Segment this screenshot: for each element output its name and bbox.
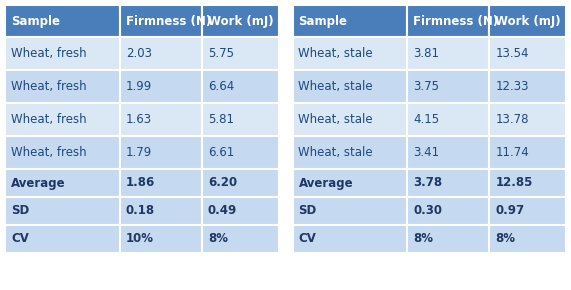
Bar [489,5,566,37]
Text: 13.54: 13.54 [496,47,529,60]
Text: Wheat, stale: Wheat, stale [299,146,373,159]
Bar [202,37,279,70]
Bar [292,225,407,253]
Text: Wheat, fresh: Wheat, fresh [11,146,87,159]
Bar [489,37,566,70]
Text: Average: Average [299,177,353,189]
Bar [202,197,279,225]
Text: Work (mJ): Work (mJ) [208,14,274,28]
Bar [120,169,202,197]
Text: Work (mJ): Work (mJ) [496,14,561,28]
Bar [202,225,279,253]
Text: Firmness (N): Firmness (N) [126,14,211,28]
Text: SD: SD [299,204,317,218]
Bar [292,103,407,136]
Bar [407,37,489,70]
Bar [407,5,489,37]
Text: Wheat, fresh: Wheat, fresh [11,80,87,93]
Text: 3.41: 3.41 [413,146,440,159]
Bar [120,37,202,70]
Text: Sample: Sample [299,14,348,28]
Text: 6.20: 6.20 [208,177,237,189]
Text: CV: CV [299,233,316,246]
Bar [489,103,566,136]
Text: 3.81: 3.81 [413,47,439,60]
Bar [202,169,279,197]
Bar [489,169,566,197]
Bar [202,5,279,37]
Bar [5,197,120,225]
Bar [292,136,407,169]
Text: 1.63: 1.63 [126,113,152,126]
Text: 2.03: 2.03 [126,47,152,60]
Text: 3.78: 3.78 [413,177,443,189]
Bar [407,136,489,169]
Text: CV: CV [11,233,29,246]
Bar [489,70,566,103]
Bar [292,37,407,70]
Text: 5.75: 5.75 [208,47,234,60]
Text: 8%: 8% [496,233,516,246]
Bar [407,225,489,253]
Bar [292,169,407,197]
Text: Wheat, stale: Wheat, stale [299,47,373,60]
Text: 1.86: 1.86 [126,177,155,189]
Bar [5,37,120,70]
Bar [5,169,120,197]
Bar [489,225,566,253]
Text: 1.79: 1.79 [126,146,152,159]
Text: 12.33: 12.33 [496,80,529,93]
Bar [292,197,407,225]
Text: Wheat, fresh: Wheat, fresh [11,47,87,60]
Text: 1.99: 1.99 [126,80,152,93]
Text: 6.61: 6.61 [208,146,234,159]
Bar [5,136,120,169]
Text: 11.74: 11.74 [496,146,529,159]
Text: 6.64: 6.64 [208,80,234,93]
Text: 5.81: 5.81 [208,113,234,126]
Bar [407,103,489,136]
Text: 4.15: 4.15 [413,113,440,126]
Bar [407,197,489,225]
Bar [120,225,202,253]
Text: 8%: 8% [413,233,433,246]
Bar [120,103,202,136]
Text: Average: Average [11,177,66,189]
Text: 0.49: 0.49 [208,204,237,218]
Bar [292,5,407,37]
Bar [5,103,120,136]
Text: Wheat, fresh: Wheat, fresh [11,113,87,126]
Text: Wheat, stale: Wheat, stale [299,80,373,93]
Bar [5,5,120,37]
Bar [202,136,279,169]
Bar [489,136,566,169]
Bar [120,136,202,169]
Text: SD: SD [11,204,29,218]
Bar [120,5,202,37]
Bar [120,70,202,103]
Text: 13.78: 13.78 [496,113,529,126]
Bar [202,70,279,103]
Text: 10%: 10% [126,233,154,246]
Bar [5,70,120,103]
Bar [407,70,489,103]
Text: Sample: Sample [11,14,60,28]
Text: 3.75: 3.75 [413,80,439,93]
Bar [489,197,566,225]
Bar [202,103,279,136]
Bar [5,225,120,253]
Text: 0.18: 0.18 [126,204,155,218]
Text: 8%: 8% [208,233,228,246]
Bar [292,70,407,103]
Bar [120,197,202,225]
Bar [407,169,489,197]
Text: 0.97: 0.97 [496,204,525,218]
Text: 0.30: 0.30 [413,204,443,218]
Text: Wheat, stale: Wheat, stale [299,113,373,126]
Text: 12.85: 12.85 [496,177,533,189]
Text: Firmness (N): Firmness (N) [413,14,498,28]
